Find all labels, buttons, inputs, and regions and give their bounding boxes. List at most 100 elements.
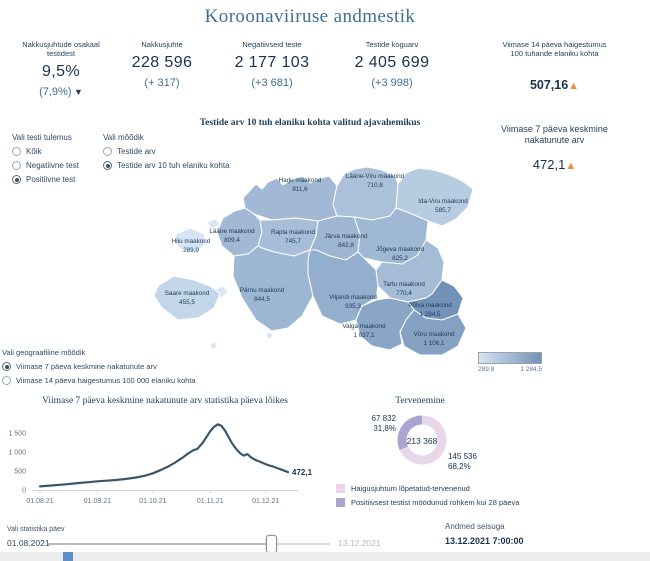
legend-gradient-bar <box>478 352 542 364</box>
data-as-of-value: 13.12.2021 7:00:00 <box>445 536 524 546</box>
footer-bar <box>0 552 650 561</box>
radio-button-icon[interactable] <box>12 147 21 156</box>
radio-testide-arv[interactable]: Testide arv <box>103 147 230 156</box>
radio-positiivne-test[interactable]: Positiivne test <box>12 175 79 184</box>
radio-viimase-7-päeva-keskmine-nakatunute-arv[interactable]: Viimase 7 päeva keskmine nakatunute arv <box>2 362 196 371</box>
radio-label: Positiivne test <box>26 175 76 184</box>
recovery-title: Tervenemine <box>395 396 445 406</box>
stat-card-nakkusjuhtude-osakaal: Nakkusjuhtude osakaal testidest 9,5% (7,9%)… <box>5 40 117 98</box>
y-tick-label: 1 000 <box>8 450 26 457</box>
legend-item-haigusjuhtum-lõpetatud-t: Haigusjuhtum lõpetatud-tervenenud <box>336 484 519 493</box>
filter-metric: Vali mõõdik Testide arv Testide arv 10 tuh… <box>103 133 230 175</box>
page-title: Koroonaviiruse andmestik <box>204 6 416 27</box>
county-parnu[interactable] <box>232 245 314 332</box>
stat-delta: (+3 998) <box>371 77 413 89</box>
filter-title: Vali geograafiline mõõdik <box>2 348 86 357</box>
x-tick-label: 01.08.21 <box>26 498 53 505</box>
recovery-slice-label-over28: 67 832 31,8% <box>371 414 396 433</box>
stat-value: 228 596 <box>131 54 193 71</box>
panel-label-line1: Viimase 7 päeva keskmine <box>501 124 608 134</box>
radio-button-icon[interactable] <box>12 175 21 184</box>
line-end-value: 472,1 <box>292 468 313 477</box>
radio-testide-arv-10-tuh-elaniku-kohta[interactable]: Testide arv 10 tuh elaniku kohta <box>103 161 230 170</box>
date-slider-handle[interactable] <box>266 535 278 553</box>
small-island <box>265 331 274 340</box>
stat-delta: (+ 317) <box>144 77 180 89</box>
county-saare[interactable] <box>153 275 221 321</box>
legend-max: 1 284,5 <box>520 366 542 373</box>
trend-down-icon: ▼ <box>71 87 83 97</box>
line-series <box>38 423 290 488</box>
stat-label: Nakkusjuhtude osakaal testidest <box>22 40 100 58</box>
stat-card-nakkusjuhte: Nakkusjuhte 228 596 (+ 317) <box>118 40 206 89</box>
panel-label-line2: nakatunute arv <box>524 135 585 145</box>
recovery-total: 213 368 <box>406 436 438 446</box>
radio-label: Testide arv 10 tuh elaniku kohta <box>117 161 230 170</box>
stat-card-negatiivseid-teste: Negatiivseid teste 2 177 103 (+3 681) <box>208 40 336 89</box>
y-tick-label: 500 <box>14 469 26 476</box>
y-tick-label: 1 500 <box>8 431 26 438</box>
small-island <box>206 218 221 230</box>
y-tick-label: 0 <box>22 488 26 495</box>
filter-title: Vali testi tulemus <box>12 133 72 142</box>
map-color-legend: 289,9 1 284,5 <box>478 352 542 373</box>
seven-day-average-panel: Viimase 7 päeva keskmine nakatunute arv … <box>462 124 647 172</box>
trend-up-icon: ▲ <box>565 160 577 172</box>
stat-delta: (7,9%) ▼ <box>39 86 83 98</box>
radio-label: Negatiivne test <box>26 161 79 170</box>
radio-label: Viimase 7 päeva keskmine nakatunute arv <box>16 362 157 371</box>
legend-item-positiivsest-testist-möö: Positiivsest testist möödunud rohkem kui… <box>336 498 519 507</box>
recovery-block: Tervenemine 213 368 67 832 31,8% 145 536… <box>330 396 650 521</box>
county-voru[interactable] <box>399 309 467 356</box>
date-slider-label: Vali statistika päev <box>7 526 65 533</box>
radio-viimase-14-päeva-haigestumus-100-000-elaniku-kohta[interactable]: Viimase 14 päeva haigestumus 100 000 ela… <box>2 376 196 385</box>
panel-value: 472,1▲ <box>532 157 577 172</box>
seven-day-average-line-chart: 0 500 1 000 1 500 01.08.21 01.09.21 01.10.21 01… <box>8 423 313 505</box>
radio-negatiivne-test[interactable]: Negatiivne test <box>12 161 79 170</box>
radio-label: Testide arv <box>117 147 156 156</box>
recovery-legend: Haigusjuhtum lõpetatud-tervenenud Positii… <box>336 484 519 512</box>
county-laane_viru[interactable] <box>332 166 399 221</box>
radio-label: Kõik <box>26 147 42 156</box>
radio-button-icon[interactable] <box>2 376 11 385</box>
radio-button-icon[interactable] <box>103 161 112 170</box>
x-tick-label: 01.10.21 <box>139 498 166 505</box>
stat-label: Viimase 14 päeva haigestumus 100 tuhande … <box>502 40 607 58</box>
date-slider-fill <box>48 543 271 545</box>
radio-kõik[interactable]: Kõik <box>12 147 79 156</box>
radio-button-icon[interactable] <box>12 161 21 170</box>
x-tick-label: 01.12.21 <box>252 498 279 505</box>
map-section-title: Testide arv 10 tuh elaniku kohta valitud… <box>199 118 421 128</box>
stat-label: Testide koguarv <box>365 40 419 49</box>
filter-geo-metric: Vali geograafiline mõõdik Viimase 7 päeva… <box>2 348 196 390</box>
filter-test-result: Vali testi tulemus Kõik Negatiivne test Pos… <box>12 133 79 189</box>
legend-swatch-icon <box>336 498 345 507</box>
stat-value: 2 177 103 <box>234 54 310 71</box>
small-island <box>209 341 218 350</box>
legend-swatch-icon <box>336 484 345 493</box>
date-slider-track[interactable] <box>48 543 330 545</box>
line-chart-title: Viimase 7 päeva keskmine nakatunute arv … <box>42 396 288 406</box>
county-viljandi[interactable] <box>307 249 379 325</box>
date-slider-start: 01.08.2021 <box>7 538 50 548</box>
date-slider-end: 13.12.2021 <box>338 538 381 548</box>
stat-delta: (+3 681) <box>251 77 293 89</box>
data-as-of-label: Andmed seisuga <box>445 522 505 531</box>
radio-button-icon[interactable] <box>103 147 112 156</box>
footer-chip <box>63 552 73 561</box>
trend-up-icon: ▲ <box>568 80 580 92</box>
stat-label: Negatiivseid teste <box>242 40 302 49</box>
stat-label: Nakkusjuhte <box>141 40 183 49</box>
x-tick-label: 01.11.21 <box>197 498 224 505</box>
stat-value: 507,16▲ <box>529 78 580 92</box>
stat-value: 9,5% <box>41 63 81 80</box>
stat-card-testide-koguarv: Testide koguarv 2 405 699 (+3 998) <box>338 40 446 89</box>
legend-min: 289,9 <box>478 366 495 373</box>
county-hiiu[interactable] <box>173 227 207 253</box>
x-tick-label: 01.09.21 <box>84 498 111 505</box>
donut-slice-over28[interactable] <box>396 414 449 467</box>
radio-button-icon[interactable] <box>2 362 11 371</box>
county-harju[interactable] <box>242 175 338 222</box>
